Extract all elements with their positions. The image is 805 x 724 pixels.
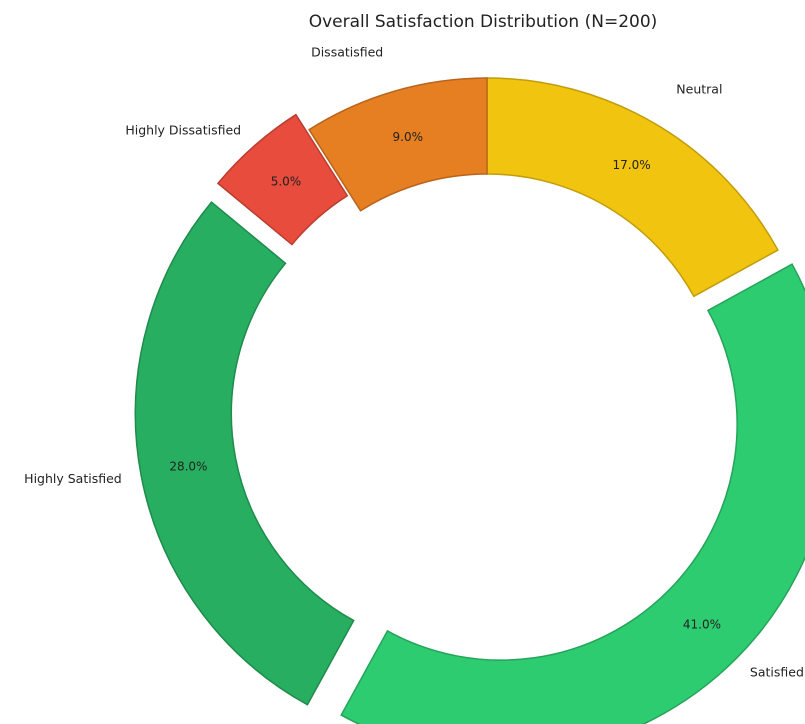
slice-label: Satisfied — [750, 664, 804, 679]
slice-value-label: 9.0% — [393, 130, 424, 144]
slice-label: Neutral — [676, 81, 722, 96]
donut-slice — [308, 77, 488, 212]
donut-slice — [340, 263, 805, 724]
slice-value-label: 41.0% — [683, 617, 721, 631]
slice-value-label: 28.0% — [169, 459, 207, 473]
slice-value-label: 5.0% — [271, 174, 302, 188]
slice-label: Dissatisfied — [311, 44, 383, 59]
donut-slice — [216, 113, 349, 246]
donut-slice — [486, 77, 779, 298]
slice-value-label: 17.0% — [613, 158, 651, 172]
donut-slice — [134, 201, 355, 706]
slice-label: Highly Satisfied — [24, 471, 122, 486]
chart-title: Overall Satisfaction Distribution (N=200… — [309, 12, 658, 32]
slice-label: Highly Dissatisfied — [125, 123, 241, 138]
